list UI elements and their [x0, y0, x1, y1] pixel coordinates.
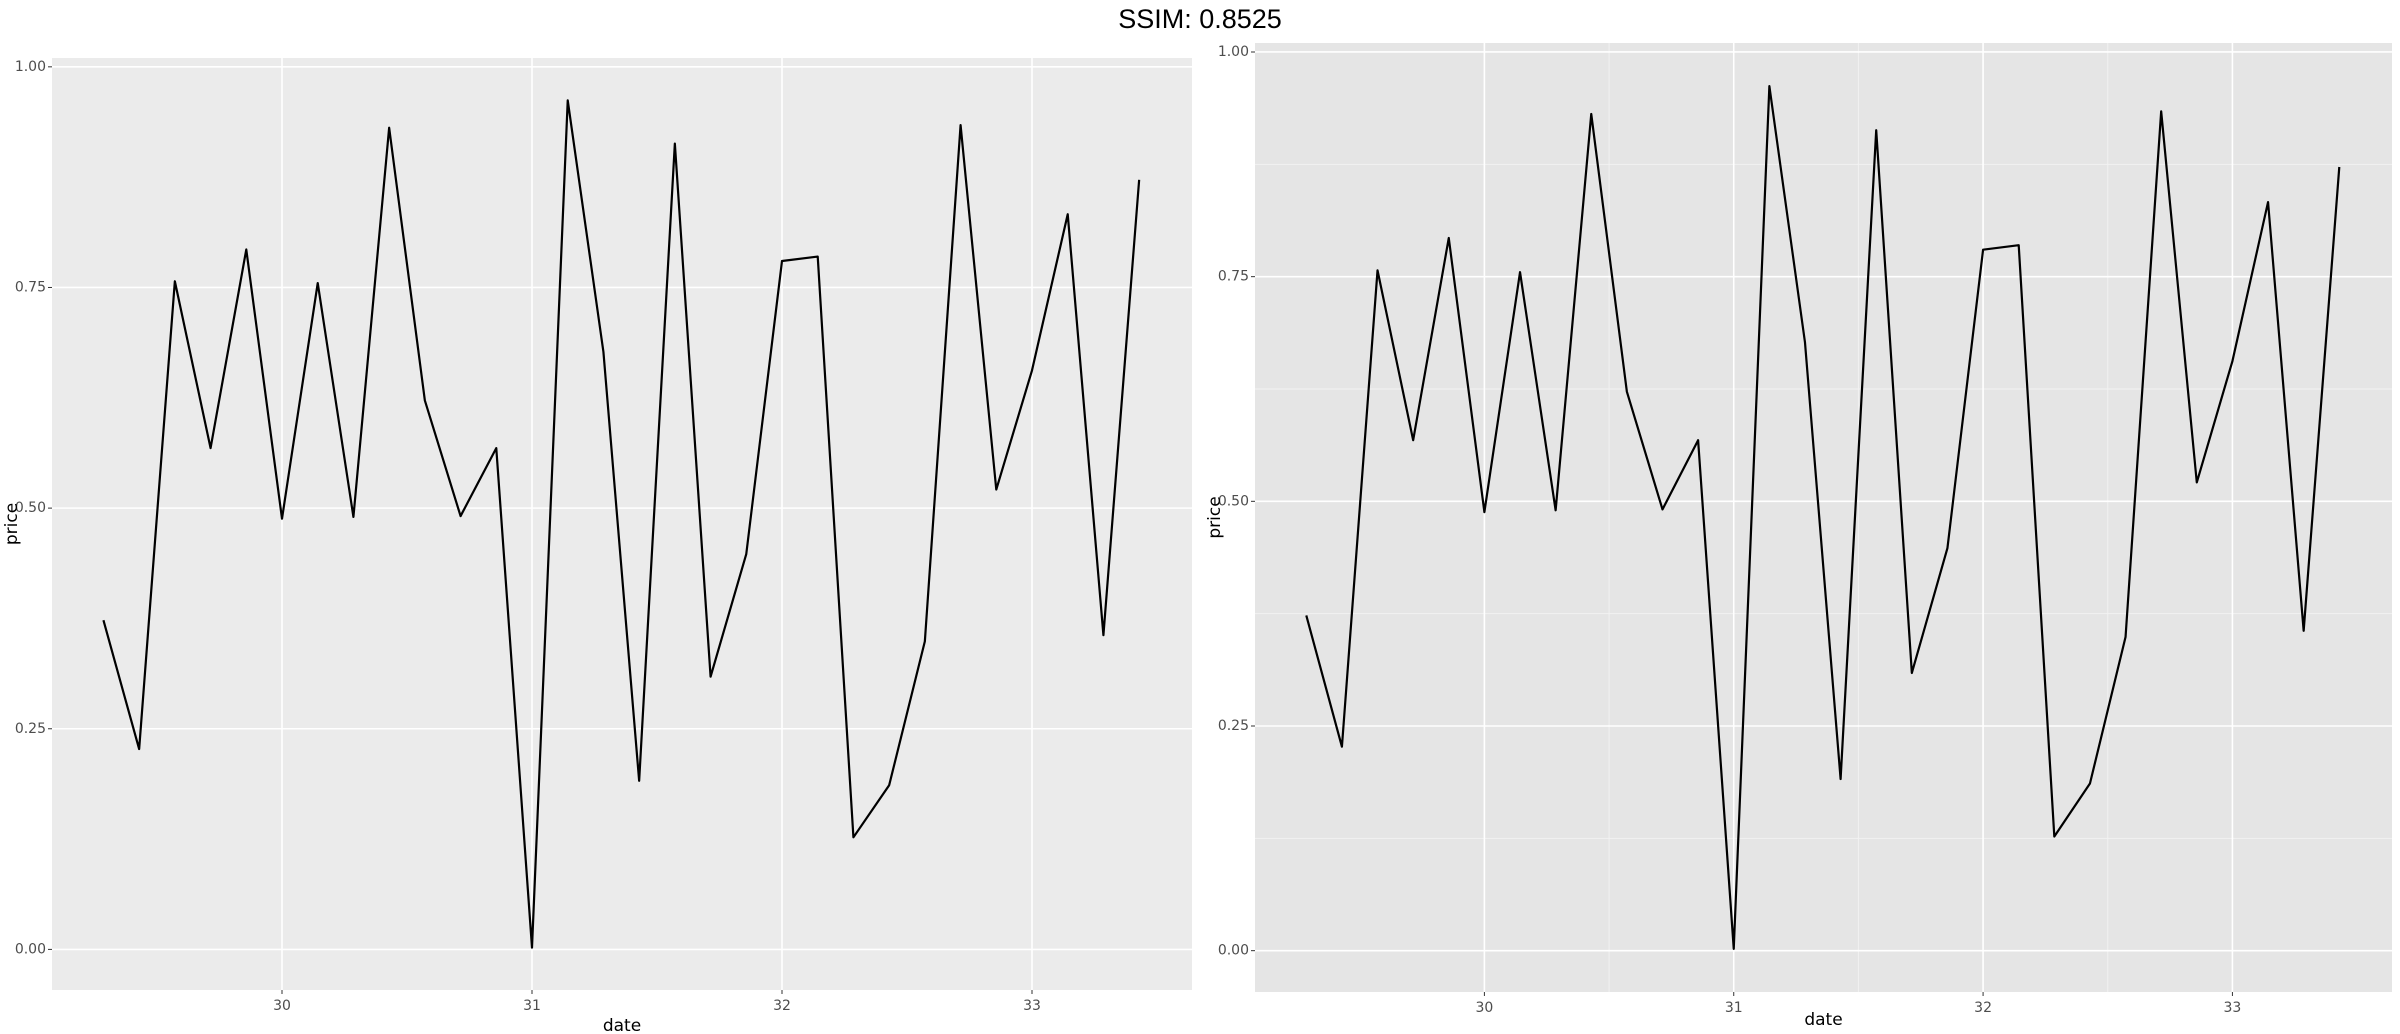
x-tick-label: 32 [1974, 1000, 1992, 1016]
x-axis-title: date [603, 1016, 641, 1034]
chart: 0.00 0.25 0.50 0.75 1.00 30 31 32 33 date price [1205, 43, 2392, 1030]
plot-panel [1255, 43, 2392, 992]
y-tick-label: 1.00 [1218, 44, 1249, 60]
x-tick-label: 33 [1023, 998, 1041, 1014]
y-tick-label: 0.75 [15, 279, 46, 295]
y-tick-label: 0.25 [1218, 718, 1249, 734]
y-tick-label: 0.75 [1218, 269, 1249, 285]
chart: 0.00 0.25 0.50 0.75 1.00 30 31 32 33 date price [2, 58, 1192, 1034]
y-axis-title: price [2, 503, 22, 545]
y-tick-label: 0.00 [15, 941, 46, 957]
y-tick-label: 0.50 [15, 500, 46, 516]
data-line [102, 99, 1141, 949]
plot-panel [52, 58, 1192, 990]
x-tick-label: 31 [523, 998, 541, 1014]
x-tick-label: 30 [273, 998, 291, 1014]
x-tick-label: 31 [1725, 1000, 1743, 1016]
x-tick-label: 33 [2224, 1000, 2242, 1016]
x-tick-label: 30 [1475, 1000, 1493, 1016]
x-tick-label: 32 [773, 998, 791, 1014]
y-tick-label: 0.00 [1218, 943, 1249, 959]
x-axis-title: date [1804, 1010, 1842, 1030]
figure-title: SSIM: 0.8525 [1118, 4, 1282, 34]
data-line [1305, 85, 2341, 950]
y-axis-title: price [1205, 496, 1225, 538]
y-tick-label: 0.50 [1218, 493, 1249, 509]
y-tick-label: 1.00 [15, 59, 46, 75]
y-tick-label: 0.25 [15, 721, 46, 737]
